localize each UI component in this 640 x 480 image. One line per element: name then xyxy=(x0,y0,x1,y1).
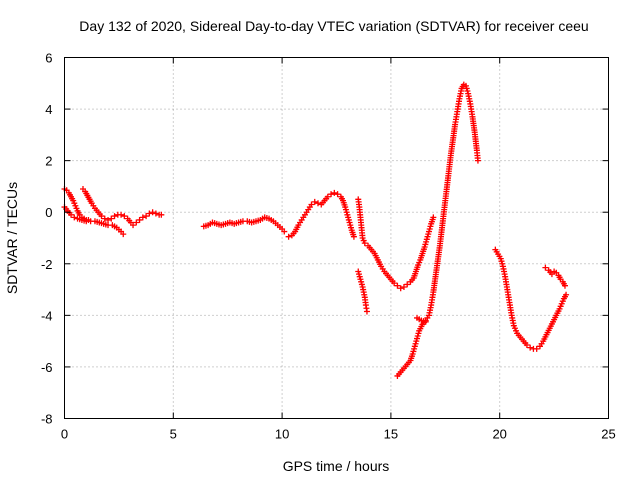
data-point xyxy=(118,211,125,218)
x-tick-label: 25 xyxy=(601,427,615,442)
data-point xyxy=(130,222,137,229)
data-point xyxy=(324,193,331,200)
y-tick-label: -2 xyxy=(41,257,53,272)
data-point xyxy=(404,281,411,288)
data-point xyxy=(85,216,92,223)
plot-frame xyxy=(64,57,609,419)
data-point xyxy=(391,280,398,287)
x-tick-label: 20 xyxy=(492,427,506,442)
data-point xyxy=(331,189,338,196)
data-point xyxy=(474,157,481,164)
y-tick-label: -4 xyxy=(41,308,53,323)
data-point xyxy=(533,345,540,352)
data-point xyxy=(542,264,549,271)
grid-layer xyxy=(64,57,609,419)
data-point xyxy=(139,214,146,221)
data-point xyxy=(68,211,75,218)
data-point xyxy=(133,219,140,226)
data-point xyxy=(394,282,401,289)
data-point xyxy=(561,282,568,289)
data-point xyxy=(361,240,368,247)
data-point xyxy=(149,209,156,216)
y-tick-label: 2 xyxy=(45,154,52,169)
x-tick-label: 0 xyxy=(61,427,68,442)
y-tick-label: 4 xyxy=(45,102,52,117)
data-point xyxy=(523,342,530,349)
data-points-layer xyxy=(61,81,570,379)
y-tick-label: -8 xyxy=(41,412,53,427)
data-point xyxy=(430,214,437,221)
y-axis-label: SDTVAR / TECUs xyxy=(4,182,20,294)
data-point xyxy=(311,198,318,205)
data-point xyxy=(146,210,153,217)
data-point xyxy=(101,215,108,222)
data-point xyxy=(158,211,165,218)
x-axis-label: GPS time / hours xyxy=(283,458,390,474)
data-point xyxy=(350,233,357,240)
data-point xyxy=(397,285,404,292)
data-point xyxy=(108,215,115,222)
data-point xyxy=(152,210,159,217)
x-tick-label: 10 xyxy=(275,427,289,442)
data-point xyxy=(527,344,534,351)
data-point xyxy=(71,214,78,221)
data-point xyxy=(105,216,112,223)
data-point xyxy=(308,201,315,208)
data-point xyxy=(143,213,150,220)
data-point xyxy=(400,283,407,290)
tick-layer: 0 5 10 15 20 25 -8 -6 -4 -2 0 2 4 6 xyxy=(41,51,616,442)
data-point xyxy=(422,318,429,325)
data-point xyxy=(363,308,370,315)
data-point xyxy=(563,291,570,298)
chart-title: Day 132 of 2020, Sidereal Day-to-day VTE… xyxy=(79,18,588,34)
data-point xyxy=(334,191,341,198)
data-point xyxy=(111,213,118,220)
data-point xyxy=(285,233,292,240)
y-tick-label: 0 xyxy=(45,205,52,220)
data-point xyxy=(121,213,128,220)
y-tick-label: 6 xyxy=(45,51,52,66)
data-point xyxy=(120,231,127,238)
data-point xyxy=(98,213,105,220)
x-tick-label: 15 xyxy=(384,427,398,442)
x-tick-label: 5 xyxy=(170,427,177,442)
y-tick-label: -6 xyxy=(41,360,53,375)
data-point xyxy=(136,216,143,223)
data-point xyxy=(281,228,288,235)
data-point xyxy=(328,191,335,198)
